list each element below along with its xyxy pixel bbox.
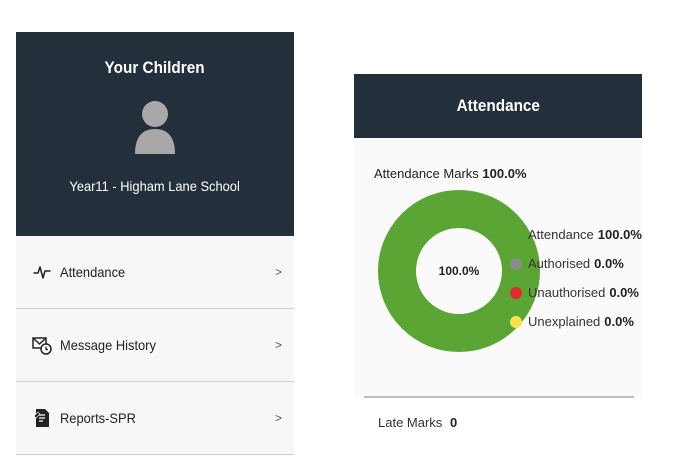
attendance-header: Attendance bbox=[354, 74, 642, 138]
message-clock-icon bbox=[32, 335, 52, 355]
late-marks-value: 0 bbox=[449, 415, 458, 430]
chevron-right-icon: > bbox=[274, 411, 282, 425]
children-header: Your Children Year11 - Higham Lane Schoo… bbox=[16, 32, 294, 236]
legend-label: Unauthorised bbox=[528, 285, 606, 300]
legend-item-authorised: Authorised 0.0% bbox=[510, 249, 642, 278]
menu-item-label: Attendance bbox=[60, 264, 126, 280]
legend-dot-green bbox=[510, 228, 522, 241]
late-marks-summary: Late Marks 0 bbox=[378, 415, 457, 430]
menu-item-message-history[interactable]: Message History > bbox=[16, 309, 294, 382]
chevron-right-icon: > bbox=[274, 338, 282, 352]
activity-pulse-icon bbox=[32, 262, 52, 282]
legend-value: 100.0% bbox=[597, 227, 642, 242]
child-school-name: Year11 - Higham Lane School bbox=[69, 178, 241, 194]
legend-label: Unexplained bbox=[528, 314, 601, 329]
legend-label: Authorised bbox=[528, 256, 591, 271]
legend-dot-red bbox=[510, 286, 522, 299]
attendance-marks-summary: Attendance Marks 100.0% bbox=[374, 166, 527, 181]
children-menu: Attendance > Message History > bbox=[16, 236, 294, 455]
donut-center-label: 100.0% bbox=[438, 264, 480, 278]
late-marks-label: Late Marks bbox=[378, 415, 443, 430]
menu-item-reports-spr[interactable]: Reports-SPR > bbox=[16, 382, 294, 455]
avatar-icon bbox=[135, 101, 175, 154]
attendance-panel: Attendance Attendance Marks 100.0% 100.0… bbox=[354, 74, 642, 446]
menu-item-attendance[interactable]: Attendance > bbox=[16, 236, 294, 309]
attendance-body: Attendance Marks 100.0% 100.0% Attendanc… bbox=[354, 138, 642, 398]
legend-value: 0.0% bbox=[594, 256, 624, 271]
legend-dot-yellow bbox=[510, 315, 522, 328]
menu-item-label: Message History bbox=[60, 337, 156, 353]
legend-item-unauthorised: Unauthorised 0.0% bbox=[510, 278, 642, 307]
legend-value: 0.0% bbox=[604, 314, 634, 329]
legend-label: Attendance bbox=[528, 227, 594, 242]
attendance-donut-chart bbox=[378, 190, 540, 352]
attendance-legend: Attendance 100.0% Authorised 0.0% Unauth… bbox=[510, 220, 642, 336]
children-panel: Your Children Year11 - Higham Lane Schoo… bbox=[16, 32, 294, 455]
menu-item-label: Reports-SPR bbox=[60, 410, 136, 426]
attendance-marks-value: 100.0% bbox=[482, 166, 527, 181]
children-title: Your Children bbox=[104, 58, 206, 77]
chevron-right-icon: > bbox=[274, 265, 282, 279]
legend-item-unexplained: Unexplained 0.0% bbox=[510, 307, 642, 336]
legend-item-attendance: Attendance 100.0% bbox=[510, 220, 642, 249]
donut-segment-attendance bbox=[378, 190, 540, 352]
section-divider bbox=[364, 396, 634, 398]
legend-dot-gray bbox=[510, 257, 522, 270]
attendance-marks-label: Attendance Marks bbox=[374, 166, 479, 181]
attendance-title: Attendance bbox=[456, 96, 540, 115]
legend-value: 0.0% bbox=[609, 285, 639, 300]
report-document-icon bbox=[32, 408, 52, 428]
